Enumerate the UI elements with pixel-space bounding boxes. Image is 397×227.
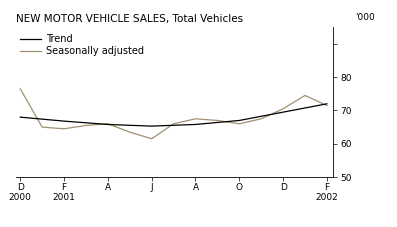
- Trend: [193, 123, 198, 126]
- Seasonally adjusted: [18, 87, 23, 90]
- Seasonally adjusted: [171, 122, 176, 125]
- Legend: Trend, Seasonally adjusted: Trend, Seasonally adjusted: [16, 30, 148, 60]
- Seasonally adjusted: [259, 117, 264, 120]
- Trend: [237, 119, 242, 122]
- Seasonally adjusted: [62, 127, 66, 130]
- Trend: [324, 102, 329, 105]
- Seasonally adjusted: [303, 94, 307, 97]
- Trend: [18, 116, 23, 118]
- Seasonally adjusted: [193, 117, 198, 120]
- Seasonally adjusted: [40, 126, 44, 128]
- Trend: [149, 125, 154, 128]
- Text: '000: '000: [355, 13, 375, 22]
- Trend: [281, 111, 285, 114]
- Seasonally adjusted: [84, 124, 89, 127]
- Line: Seasonally adjusted: Seasonally adjusted: [20, 89, 327, 139]
- Seasonally adjusted: [127, 131, 132, 133]
- Seasonally adjusted: [237, 122, 242, 125]
- Seasonally adjusted: [106, 122, 110, 125]
- Trend: [106, 123, 110, 126]
- Seasonally adjusted: [149, 137, 154, 140]
- Seasonally adjusted: [324, 104, 329, 107]
- Seasonally adjusted: [281, 107, 285, 110]
- Seasonally adjusted: [215, 119, 220, 122]
- Line: Trend: Trend: [20, 104, 327, 126]
- Trend: [62, 120, 66, 123]
- Text: NEW MOTOR VEHICLE SALES, Total Vehicles: NEW MOTOR VEHICLE SALES, Total Vehicles: [16, 14, 243, 24]
